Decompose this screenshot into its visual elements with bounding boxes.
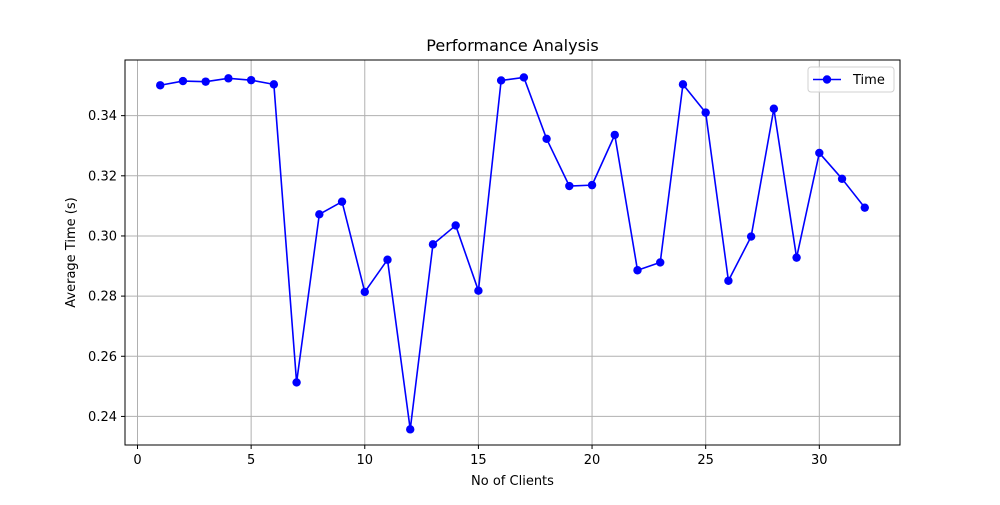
x-tick-label: 25: [697, 453, 714, 468]
data-point: [201, 77, 210, 86]
x-tick-label: 10: [356, 453, 373, 468]
legend-label-time: Time: [852, 73, 885, 88]
y-tick-label: 0.32: [88, 169, 117, 184]
series-line: [160, 76, 866, 431]
data-point: [724, 276, 733, 285]
data-point: [428, 240, 438, 249]
x-tick-label: 0: [133, 453, 141, 468]
data-point: [633, 266, 642, 275]
data-point: [701, 108, 710, 117]
y-tick-label: 0.34: [88, 109, 117, 124]
legend: Time: [807, 66, 895, 93]
legend-box: [807, 66, 895, 93]
data-point: [474, 286, 483, 295]
data-point: [269, 80, 279, 89]
y-axis-label: Average Time (s): [64, 197, 79, 307]
data-point: [178, 76, 188, 86]
data-point: [769, 104, 779, 113]
data-point: [587, 180, 597, 190]
x-tick-label: 15: [470, 453, 487, 468]
x-tick-label: 5: [247, 453, 255, 468]
data-point: [383, 255, 392, 264]
axes-frame: [124, 59, 901, 446]
series-time: [156, 73, 869, 434]
data-point: [451, 221, 460, 230]
x-axis-label: No of Clients: [471, 474, 554, 489]
plot-frame: [124, 59, 901, 446]
data-point: [292, 378, 301, 387]
chart-title: Performance Analysis: [426, 36, 598, 55]
data-point: [565, 181, 574, 191]
y-tick-label: 0.30: [88, 229, 117, 244]
data-point: [496, 76, 506, 85]
data-point: [360, 287, 369, 297]
axis-ticks: 0 5 10 15 20 25 30 0.24 0.26 0.28 0.30 0.32 0.34: [88, 109, 828, 468]
x-tick-label: 30: [811, 453, 828, 468]
data-point: [656, 258, 665, 267]
data-point: [837, 174, 847, 184]
data-point: [610, 130, 619, 140]
data-point: [246, 75, 256, 85]
data-point: [792, 253, 801, 262]
data-point: [337, 197, 347, 206]
data-point: [815, 148, 824, 158]
data-point: [746, 232, 756, 241]
data-point: [315, 210, 324, 219]
data-point: [406, 425, 415, 434]
data-point: [678, 80, 688, 89]
y-tick-label: 0.28: [88, 290, 117, 305]
y-tick-label: 0.24: [88, 410, 117, 425]
data-point: [542, 134, 551, 144]
y-tick-label: 0.26: [88, 350, 117, 365]
data-point: [860, 203, 869, 212]
data-point: [519, 73, 529, 82]
data-point: [224, 74, 233, 83]
legend-point-marker: [822, 75, 832, 84]
data-point: [156, 81, 165, 90]
x-tick-label: 20: [584, 453, 601, 468]
grid-lines: [125, 60, 900, 445]
